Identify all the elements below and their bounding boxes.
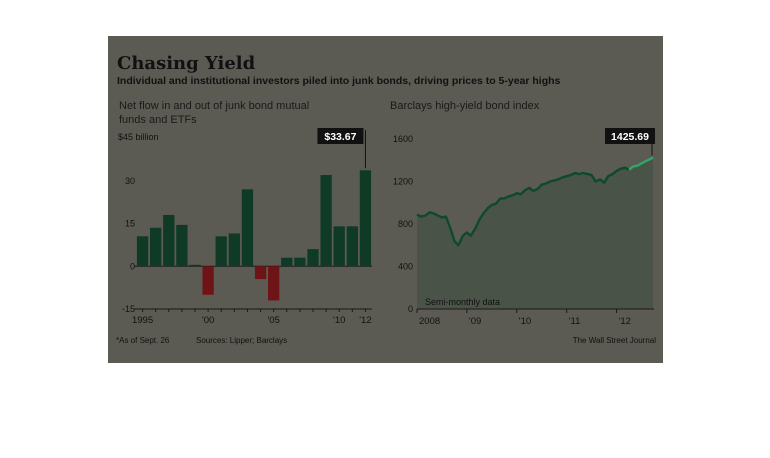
left-callout-label: $33.67	[324, 131, 356, 143]
left-panel-title-line2: funds and ETFs	[119, 114, 197, 126]
right-x-tick-label: '10	[519, 316, 531, 327]
index-area	[417, 157, 653, 309]
right-x-tick-label: '11	[569, 316, 581, 327]
right-area-chart: 0 400 800 1200 1600 2008 '09 '10 '11 '12 1425.69	[393, 128, 656, 327]
right-y-tick-label: 0	[408, 304, 413, 314]
bar-2011	[346, 226, 358, 267]
index-line-recent	[628, 156, 654, 171]
bar-2009	[320, 175, 332, 267]
bar-1995	[136, 236, 149, 267]
right-x-tick-label: 2008	[419, 316, 440, 327]
right-y-tick-label: 1600	[393, 134, 413, 144]
bar-2008	[307, 249, 319, 267]
right-y-tick-label: 1200	[393, 177, 413, 187]
left-x-tick-label: '12	[359, 315, 371, 326]
bar-2001	[215, 236, 227, 267]
bar-1999	[189, 264, 201, 267]
right-callout-box	[605, 128, 656, 144]
chart-title: Chasing Yield	[117, 53, 256, 74]
bar-2005	[268, 266, 280, 301]
left-panel-title-line1: Net flow in and out of junk bond mutual	[119, 100, 309, 112]
bar-2010	[333, 226, 345, 267]
left-x-tick-label: '10	[333, 315, 345, 326]
left-x-tick-label: '00	[202, 315, 214, 326]
bar-1997	[163, 214, 175, 267]
bar-2000	[202, 266, 214, 295]
left-unit-label: $45 billion	[118, 132, 159, 142]
right-callout-label: 1425.69	[611, 131, 649, 143]
left-y-tick-label: 30	[125, 176, 135, 186]
right-y-tick-label: 800	[398, 219, 413, 229]
left-bar-chart: -15 0 15 30 1995 '00 '05 '10 '12 $33.67	[122, 128, 372, 326]
bar-2002	[228, 233, 240, 267]
right-panel-title: Barclays high-yield bond index	[390, 100, 540, 112]
index-line	[416, 166, 630, 247]
footnote: *As of Sept. 26	[116, 336, 170, 345]
bar-1996	[150, 227, 162, 267]
left-callout-box	[317, 128, 364, 144]
left-x-tick-label: 1995	[132, 315, 153, 326]
left-y-tick-label: -15	[122, 304, 135, 314]
left-y-tick-label: 0	[130, 261, 135, 271]
right-x-tick-label: '12	[619, 316, 631, 327]
credit: The Wall Street Journal	[573, 336, 657, 345]
chart-svg: Chasing Yield Individual and institution…	[116, 53, 657, 345]
left-y-tick-label: 15	[125, 219, 135, 229]
chart-figure: Chasing Yield Individual and institution…	[108, 36, 663, 363]
sources: Sources: Lipper; Barclays	[196, 336, 287, 345]
right-x-tick-label: '09	[469, 316, 481, 327]
bar-2012	[359, 170, 372, 267]
right-chart-note: Semi-monthly data	[425, 297, 500, 307]
bar-1998	[176, 224, 188, 267]
bar-2004	[254, 266, 267, 280]
bar-2003	[241, 189, 254, 267]
right-y-tick-label: 400	[398, 262, 413, 272]
left-x-tick-label: '05	[267, 315, 279, 326]
bar-2007	[294, 257, 306, 267]
bar-2006	[281, 257, 293, 267]
chart-subtitle: Individual and institutional investors p…	[117, 75, 561, 87]
